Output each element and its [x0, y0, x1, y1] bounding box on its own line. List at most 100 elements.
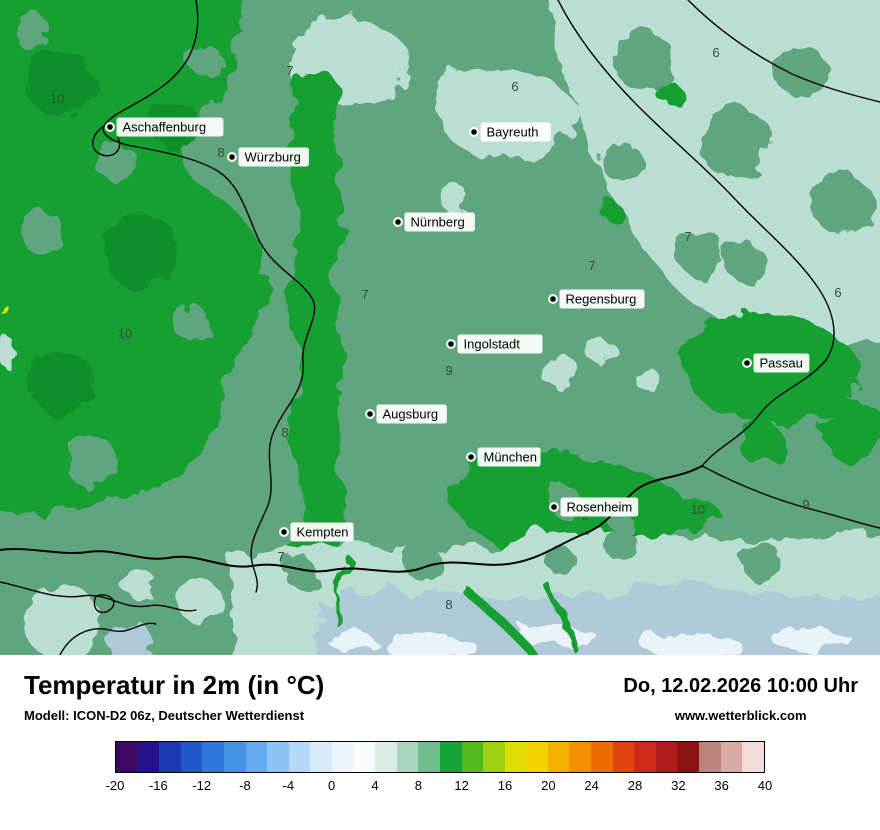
temperature-value: 9: [445, 363, 452, 378]
temperature-field: [0, 0, 880, 655]
colorbar-tick: 12: [454, 778, 469, 793]
temperature-value: 6: [712, 45, 719, 60]
city-marker: Würzburg: [227, 147, 309, 167]
field-patch-green-dark: [26, 48, 94, 116]
field-dapple: [189, 44, 221, 76]
field-patch-green: [656, 80, 680, 104]
city-marker: Rosenheim: [549, 497, 639, 517]
field-patch-green-dark: [30, 350, 94, 414]
colorbar-tick: 40: [757, 778, 773, 793]
field-dapple: [284, 556, 316, 588]
city-label: Regensburg: [566, 292, 637, 307]
field-patch-mint: [336, 42, 368, 74]
city-dot: [744, 360, 750, 366]
colorbar-tick: -4: [282, 778, 295, 793]
colorbar-tick: 16: [497, 778, 513, 793]
temperature-value: 7: [588, 258, 595, 273]
temperature-value-text: 7: [361, 287, 368, 302]
border-southwest: [0, 581, 197, 612]
city-label: München: [484, 450, 537, 465]
field-patch-snow: [384, 633, 476, 655]
field-patch-mint: [178, 580, 222, 624]
colorbar-tick: -12: [192, 778, 212, 793]
city-label: Augsburg: [383, 407, 439, 422]
temperature-value-labels: 10766877761098109978: [50, 45, 842, 612]
field-patch-snow: [328, 633, 376, 651]
temperature-value-text: 10: [118, 326, 132, 341]
temperature-value-text: 8: [445, 597, 452, 612]
city-label: Passau: [760, 356, 803, 371]
colorbar-segment: [159, 742, 181, 772]
border-passau-south: [701, 359, 827, 467]
field-streak-green-valley: [537, 575, 577, 651]
temperature-value: 7: [277, 549, 284, 564]
city-marker: München: [466, 447, 541, 467]
city-marker: Regensburg: [548, 289, 645, 309]
temperature-value-text: 10: [50, 91, 64, 106]
city-dot: [229, 154, 235, 160]
colorbar-segment: [742, 742, 764, 772]
field-patch-mint: [0, 339, 19, 365]
city-marker: Augsburg: [365, 404, 447, 424]
field-patch-snow: [642, 633, 742, 655]
city-dot: [395, 219, 401, 225]
city-marker: Ingolstadt: [446, 334, 543, 354]
temperature-value-text: 7: [277, 549, 284, 564]
map-footer: Temperatur in 2m (in °C) Modell: ICON-D2…: [0, 655, 880, 830]
colorbar-segment: [526, 742, 548, 772]
field-dapple: [546, 546, 574, 574]
temperature-value: 6: [511, 79, 518, 94]
border-lines: [0, 0, 880, 655]
city-label: Rosenheim: [567, 500, 633, 515]
website-url: www.wetterblick.com: [674, 708, 807, 723]
city-label-bg: [753, 353, 810, 373]
temperature-value: 10: [50, 91, 64, 106]
temperature-value-text: 9: [802, 497, 809, 512]
field-patch-yellow: [0, 304, 7, 313]
city-label-bg: [116, 117, 224, 137]
temperature-value-text: 8: [281, 425, 288, 440]
border-czech-north: [687, 0, 880, 103]
temperature-value: 7: [286, 63, 293, 78]
field-dapple: [774, 44, 826, 96]
colorbar-tick: -16: [148, 778, 168, 793]
colorbar-segment: [137, 742, 160, 772]
field-patch-green: [823, 400, 880, 464]
field-patch-mint: [24, 584, 100, 655]
colorbar-segment: [461, 742, 484, 772]
city-label: Aschaffenburg: [123, 120, 207, 135]
colorbar-segment: [591, 742, 613, 772]
temperature-value-text: 7: [684, 229, 691, 244]
city-label-bg: [559, 289, 645, 309]
border-bavaria-west: [102, 0, 316, 593]
field-dapple: [12, 12, 48, 48]
footer-header: Temperatur in 2m (in °C) Modell: ICON-D2…: [0, 655, 880, 723]
border-austria: [0, 465, 703, 573]
temperature-value-text: 7: [286, 63, 293, 78]
city-marker: Passau: [742, 353, 810, 373]
map-title: Temperatur in 2m (in °C): [24, 670, 325, 700]
city-dot: [448, 341, 454, 347]
field-patch-green: [680, 496, 716, 532]
field-dapple: [725, 242, 765, 282]
field-dapple: [172, 304, 208, 340]
temperature-value: 7: [684, 229, 691, 244]
field-dapple: [742, 542, 782, 582]
city-dot: [107, 124, 113, 130]
field-patch-mint: [542, 354, 578, 390]
temperature-value-text: 10: [691, 502, 705, 517]
field-patch-ice: [108, 620, 152, 655]
temperature-value: 9: [802, 497, 809, 512]
colorbar-tick: -8: [239, 778, 251, 793]
city-label: Ingolstadt: [464, 337, 521, 352]
city-marker: Kempten: [279, 522, 354, 542]
city-dot: [551, 504, 557, 510]
colorbar-segment: [310, 742, 332, 772]
colorbar-segment: [655, 742, 678, 772]
city-label-bg: [238, 147, 309, 167]
temperature-value-text: 6: [834, 285, 841, 300]
city-dot: [468, 454, 474, 460]
city-dot: [367, 411, 373, 417]
field-dapple: [402, 542, 438, 578]
colorbar-segment: [267, 742, 289, 772]
